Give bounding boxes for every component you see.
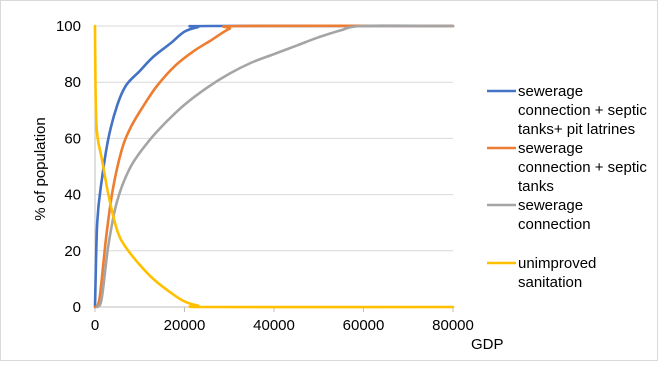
x-tick-label: 20000 xyxy=(164,317,206,334)
series-line-1 xyxy=(93,24,455,309)
y-tick-label: 60 xyxy=(64,130,81,147)
legend-label-2: sewerage connection xyxy=(518,197,591,233)
axes xyxy=(94,26,454,312)
x-axis-label: GDP xyxy=(471,336,504,353)
y-tick-label: 80 xyxy=(64,74,81,91)
x-tick-label: 60000 xyxy=(343,317,385,334)
y-tick-label: 20 xyxy=(64,243,81,260)
x-tick-label: 0 xyxy=(91,317,99,334)
legend: sewerage connection + septic tanks+ pit la… xyxy=(487,83,647,291)
legend-label-1: sewerage connection + septic tanks xyxy=(518,140,647,195)
y-tick-label: 40 xyxy=(64,187,81,204)
tick-labels: 0 20 40 60 80 100 0 20000 40000 60000 80000 xyxy=(56,18,474,334)
series-line-2 xyxy=(95,24,455,309)
series-lines xyxy=(93,24,455,309)
y-tick-label: 100 xyxy=(56,18,81,35)
x-tick-label: 80000 xyxy=(432,317,474,334)
series-line-3 xyxy=(93,24,455,309)
legend-label-3: unimproved sanitation xyxy=(518,255,596,291)
series-line-0 xyxy=(93,24,455,309)
y-tick-label: 0 xyxy=(73,299,81,316)
y-axis-label: % of population xyxy=(32,117,49,220)
legend-label-0: sewerage connection + septic tanks+ pit la… xyxy=(518,83,647,138)
x-tick-label: 40000 xyxy=(253,317,295,334)
